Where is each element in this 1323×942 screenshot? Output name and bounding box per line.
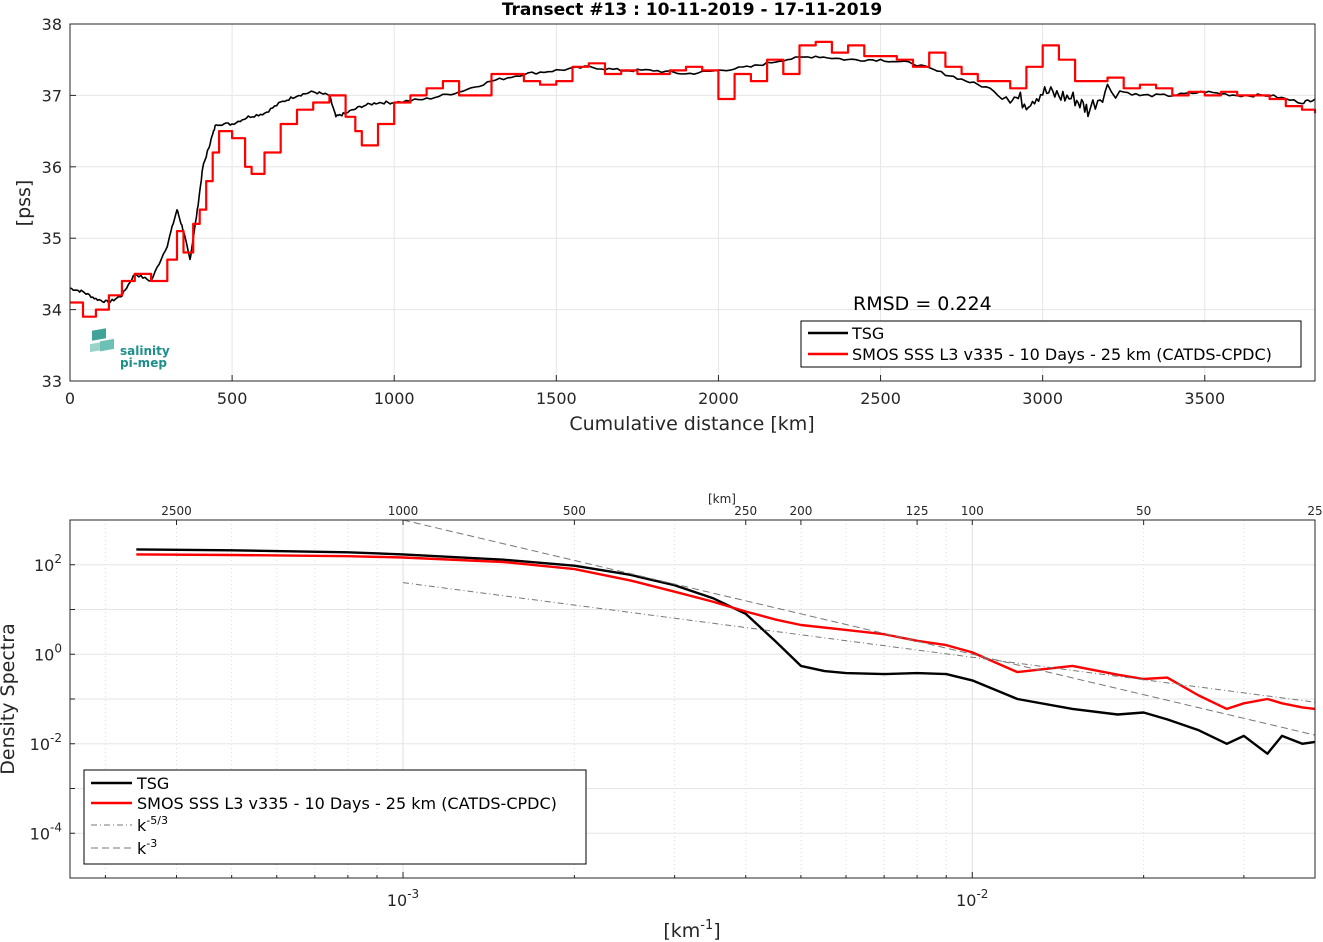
bottom-top-km-label: 1000	[388, 504, 419, 518]
logo-text-pimep: pi-mep	[120, 356, 167, 370]
top-ytick-label: 34	[42, 301, 62, 320]
k-5-3-reference-line	[402, 582, 1316, 703]
bottom-ytick-label: 10-2	[30, 731, 62, 754]
top-legend-box	[800, 320, 1302, 368]
bottom-xtick-label: 10-2	[956, 887, 988, 910]
smos-transect-line	[70, 40, 1317, 318]
bottom-top-km-label: 250	[734, 504, 757, 518]
top-ticks: 0 500 1000 1500 2000 2500 3000 3500 33 34 35 36 37 38	[42, 15, 1225, 408]
logo-block-2	[100, 338, 114, 352]
smos-spectrum-line	[136, 553, 1316, 711]
spectra-panel: 10-4 10-2 100 102 10-3 10-2 2500 1000 500 250 200 1…	[0, 492, 1323, 942]
tsg-transect-line	[69, 55, 1316, 305]
top-ylabel: [pss]	[13, 180, 35, 227]
logo-block-1	[92, 328, 106, 341]
bottom-top-km-label: 50	[1136, 504, 1151, 518]
top-ytick-label: 35	[42, 229, 62, 248]
bottom-ytick-label: 102	[34, 552, 62, 575]
bottom-top-km-label: 500	[563, 504, 586, 518]
bottom-top-km-label: 200	[789, 504, 812, 518]
bottom-legend-k53-label: k-5/3	[137, 814, 168, 835]
bottom-top-km-label: 25	[1307, 504, 1322, 518]
bottom-top-km-label: 125	[906, 504, 929, 518]
logo-block-3	[90, 342, 100, 353]
k-3-reference-line	[402, 519, 1316, 736]
bottom-series-group	[136, 519, 1316, 755]
top-xtick-label: 1000	[374, 389, 415, 408]
rmsd-annotation: RMSD = 0.224	[853, 293, 992, 315]
bottom-legend-k3-label: k-3	[137, 837, 157, 858]
bottom-legend: TSG SMOS SSS L3 v335 - 10 Days - 25 km (…	[83, 769, 587, 865]
top-ytick-label: 38	[42, 15, 62, 34]
bottom-ylabel: Density Spectra	[0, 623, 19, 774]
top-legend-tsg-label: TSG	[851, 324, 884, 343]
top-ytick-label: 37	[42, 86, 62, 105]
top-axes-box	[69, 23, 1316, 382]
bottom-legend-box	[83, 769, 587, 865]
bottom-legend-smos-label: SMOS SSS L3 v335 - 10 Days - 25 km (CATD…	[137, 794, 557, 813]
transect-panel: 0 500 1000 1500 2000 2500 3000 3500 33 34 35 36 37 38…	[13, 0, 1317, 435]
logo-text-salinity: salinity	[120, 344, 170, 358]
bottom-legend-tsg-label: TSG	[136, 774, 169, 793]
top-series-group	[69, 40, 1317, 318]
top-legend-smos-label: SMOS SSS L3 v335 - 10 Days - 25 km (CATD…	[852, 345, 1272, 364]
top-xtick-label: 3000	[1022, 389, 1063, 408]
bottom-ticks: 10-4 10-2 100 102 10-3 10-2 2500 1000 500 250 200 1…	[30, 504, 1323, 910]
bottom-xtick-label: 10-3	[387, 887, 419, 910]
top-xtick-label: 3500	[1184, 389, 1225, 408]
top-xtick-label: 2000	[698, 389, 739, 408]
top-xtick-label: 2500	[860, 389, 901, 408]
top-km-axis-label: [km]	[708, 492, 736, 506]
bottom-ytick-label: 10-4	[30, 820, 62, 843]
bottom-top-km-label: 2500	[161, 504, 192, 518]
tsg-spectrum-line	[136, 548, 1316, 755]
top-xtick-label: 1500	[536, 389, 577, 408]
bottom-xlabel: [km-1]	[663, 918, 720, 942]
top-ytick-label: 33	[42, 372, 62, 391]
bottom-ytick-label: 100	[34, 641, 62, 664]
top-legend: TSG SMOS SSS L3 v335 - 10 Days - 25 km (…	[800, 320, 1302, 368]
top-xtick-label: 500	[217, 389, 248, 408]
salinity-pi-mep-logo: salinity pi-mep	[90, 328, 170, 370]
top-xlabel: Cumulative distance [km]	[569, 413, 814, 435]
top-title: Transect #13 : 10-11-2019 - 17-11-2019	[502, 0, 882, 20]
top-xtick-label: 0	[65, 389, 75, 408]
top-ytick-label: 36	[42, 158, 62, 177]
bottom-top-km-label: 100	[961, 504, 984, 518]
